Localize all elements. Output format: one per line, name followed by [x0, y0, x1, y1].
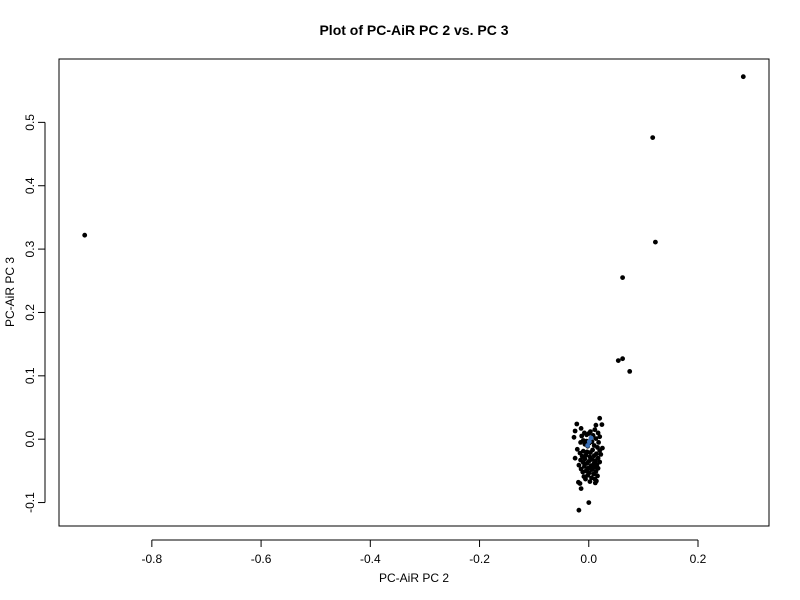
- y-tick-label: 0.5: [23, 114, 37, 131]
- data-point: [585, 472, 591, 478]
- data-point: [591, 453, 597, 459]
- data-point: [586, 500, 592, 505]
- data-point: [597, 415, 603, 421]
- data-point: [620, 275, 625, 280]
- chart-title: Plot of PC-AiR PC 2 vs. PC 3: [319, 22, 508, 38]
- data-point: [593, 436, 599, 441]
- data-point: [599, 422, 605, 427]
- y-tick-label: 0.1: [23, 367, 37, 384]
- data-point: [584, 460, 590, 466]
- data-point: [740, 74, 746, 80]
- data-point: [578, 426, 584, 431]
- data-point: [593, 422, 599, 428]
- data-point: [577, 481, 583, 486]
- data-point: [572, 428, 578, 434]
- data-point: [595, 473, 600, 479]
- data-point: [592, 427, 598, 433]
- data-point: [82, 232, 88, 238]
- x-axis: -0.8 -0.6 -0.4 -0.2 0.0 0.2: [142, 539, 707, 566]
- data-point: [578, 440, 583, 445]
- data-point: [597, 434, 603, 440]
- plot-frame: [58, 58, 770, 527]
- data-point: [597, 448, 603, 453]
- data-point: [583, 452, 589, 458]
- y-tick-label: 0.2: [23, 304, 37, 321]
- y-tick-label: -0.1: [23, 492, 37, 513]
- y-axis-label: PC-AiR PC 3: [3, 257, 17, 327]
- data-point: [576, 462, 582, 468]
- data-point: [580, 460, 586, 465]
- data-point: [576, 507, 582, 513]
- y-tick-label: 0.4: [23, 177, 37, 194]
- x-tick-label: -0.8: [142, 552, 163, 566]
- x-tick-label: 0.2: [690, 552, 707, 566]
- x-tick-label: -0.6: [251, 552, 272, 566]
- data-point: [650, 135, 656, 141]
- data-point: [580, 469, 586, 475]
- data-point: [620, 356, 625, 362]
- data-point: [582, 464, 587, 469]
- data-point: [595, 430, 601, 436]
- data-point: [588, 450, 593, 455]
- data-point-highlight: [586, 439, 592, 445]
- data-point: [596, 440, 601, 445]
- data-point: [571, 434, 577, 440]
- data-point: [598, 452, 604, 457]
- y-tick-label: 0.0: [23, 431, 37, 448]
- data-point: [572, 455, 578, 461]
- data-point: [579, 433, 585, 439]
- data-point: [583, 476, 588, 482]
- data-point: [578, 486, 584, 491]
- y-tick-label: 0.3: [23, 240, 37, 257]
- data-point: [615, 358, 621, 363]
- x-tick-label: -0.2: [469, 552, 490, 566]
- x-axis-label: PC-AiR PC 2: [379, 571, 449, 585]
- data-point: [582, 456, 588, 462]
- x-tick-label: 0.0: [580, 552, 597, 566]
- data-point: [587, 479, 593, 484]
- data-point: [584, 432, 589, 438]
- data-point: [589, 467, 595, 472]
- data-point: [574, 446, 580, 452]
- data-point: [627, 369, 633, 374]
- data-points: [82, 74, 746, 513]
- data-point-highlight: [588, 435, 594, 441]
- data-point: [592, 480, 598, 486]
- data-point: [591, 471, 597, 477]
- data-point: [653, 239, 658, 245]
- x-tick-label: -0.4: [360, 552, 381, 566]
- data-point-highlight: [585, 443, 591, 448]
- data-point: [574, 421, 580, 427]
- y-axis: -0.1 0.0 0.1 0.2 0.3 0.4 0.5: [23, 114, 46, 513]
